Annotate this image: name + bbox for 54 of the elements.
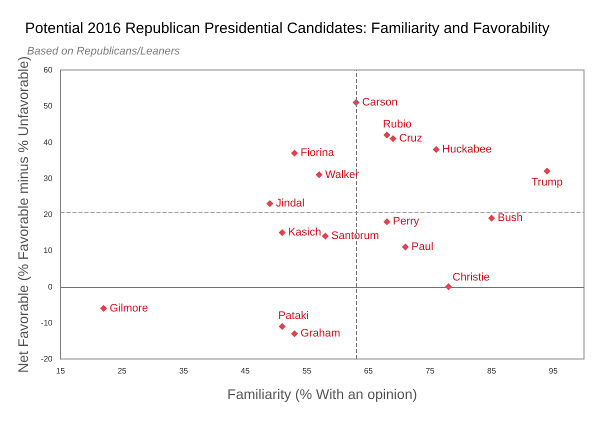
point bbox=[266, 200, 274, 208]
point bbox=[488, 214, 496, 222]
point bbox=[100, 304, 108, 312]
annotation: Carson bbox=[362, 96, 398, 109]
y-tick-label: 20 bbox=[44, 210, 54, 219]
point bbox=[383, 132, 390, 139]
y-tick-label: 50 bbox=[44, 102, 54, 111]
annotation: Rubio bbox=[382, 118, 412, 131]
annotation: Pataki bbox=[278, 310, 309, 322]
annotation: Kasich bbox=[288, 226, 322, 239]
point bbox=[402, 244, 409, 251]
annotation: Paul bbox=[411, 241, 434, 254]
point bbox=[316, 171, 323, 178]
point bbox=[291, 330, 298, 338]
y-tick-label: -20 bbox=[40, 354, 54, 364]
point bbox=[390, 135, 397, 142]
point bbox=[432, 146, 440, 153]
point bbox=[383, 218, 390, 226]
annotation: Walker bbox=[325, 168, 360, 181]
y-tick-label: 0 bbox=[48, 282, 54, 292]
annotation: Perry bbox=[392, 216, 420, 228]
x-axis-title: Familiarity (% With an opinion) bbox=[227, 386, 418, 402]
point bbox=[278, 229, 286, 236]
x-tick-label: 15 bbox=[56, 366, 66, 376]
y-tick-label: 40 bbox=[44, 138, 54, 147]
x-tick-label: 25 bbox=[118, 366, 128, 376]
annotation: Christie bbox=[452, 271, 490, 284]
y-axis-title: Net Favorable (% Favorable minus % Unfavorable) bbox=[15, 56, 31, 373]
y-tick-label: 30 bbox=[44, 174, 54, 183]
point bbox=[544, 168, 551, 175]
x-tick-label: 45 bbox=[240, 366, 250, 376]
x-tick-label: 95 bbox=[548, 366, 558, 376]
y-tick-label: 10 bbox=[44, 246, 54, 256]
annotation: Cruz bbox=[399, 132, 422, 145]
x-tick-label: 55 bbox=[302, 366, 312, 376]
annotation: Bush bbox=[498, 212, 523, 224]
chart-subtitle: Based on Republicans/Leaners bbox=[27, 46, 180, 58]
annotation: Graham bbox=[300, 328, 340, 340]
annotation: Fiorina bbox=[300, 147, 336, 160]
point bbox=[278, 322, 286, 330]
point bbox=[322, 232, 329, 240]
x-tick-label: 85 bbox=[487, 366, 497, 376]
x-tick-label: 75 bbox=[426, 366, 436, 376]
annotation: Gilmore bbox=[110, 302, 148, 314]
x-tick-label: 65 bbox=[364, 366, 374, 376]
y-tick-label: -10 bbox=[40, 318, 54, 328]
annotation: Trump bbox=[531, 176, 563, 189]
annotation: Santorum bbox=[331, 230, 380, 242]
annotation: Jindal bbox=[276, 198, 305, 210]
annotation: Huckabee bbox=[442, 143, 492, 156]
point bbox=[291, 150, 298, 157]
chart-title: Potential 2016 Republican Presidential Candidates: Familiarity and Favorability bbox=[25, 20, 550, 37]
x-tick-label: 35 bbox=[179, 366, 189, 376]
y-tick-label: 60 bbox=[44, 66, 54, 74]
